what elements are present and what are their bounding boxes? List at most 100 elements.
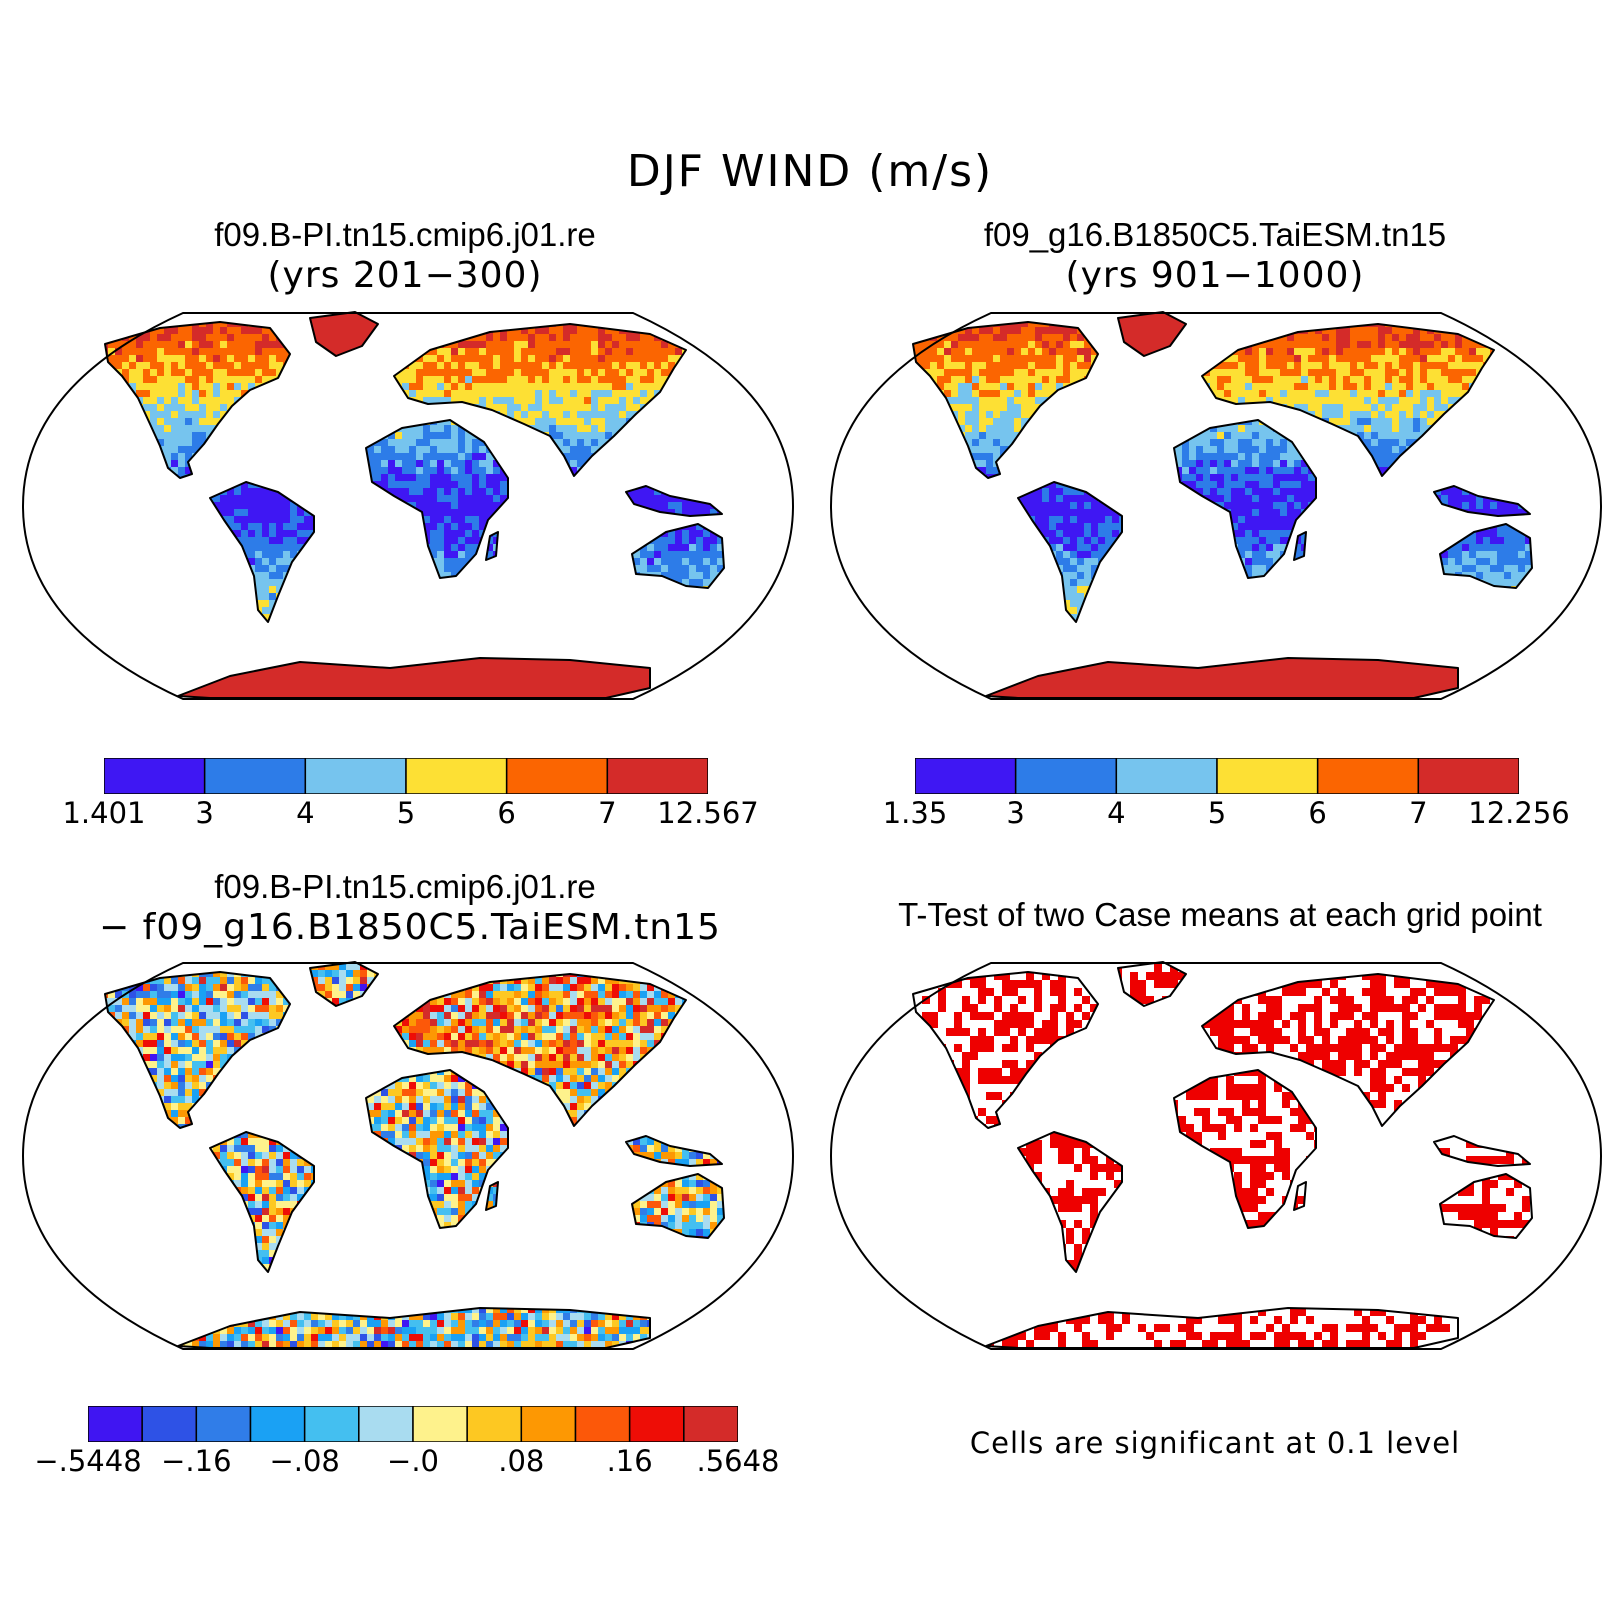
coastline-northAmerica bbox=[104, 321, 291, 479]
coastline-southAmerica bbox=[209, 481, 315, 623]
coastline-madagascar bbox=[485, 531, 499, 561]
map-svg bbox=[21, 961, 795, 1350]
coastline-seAsia bbox=[1433, 485, 1531, 517]
coastline-australia bbox=[1439, 1173, 1533, 1239]
coastline-madagascar bbox=[485, 1181, 499, 1211]
coastline-australia bbox=[631, 1173, 725, 1239]
colorbar-swatch bbox=[520, 1405, 577, 1443]
colorbar-tick-label: 6 bbox=[497, 796, 515, 830]
coastline-southAmerica bbox=[1017, 1131, 1123, 1273]
coastline-southAmerica bbox=[209, 1131, 315, 1273]
coastline-northAmerica bbox=[912, 971, 1099, 1129]
panel-4-title: T-Test of two Case means at each grid po… bbox=[830, 896, 1610, 934]
map-frame bbox=[21, 312, 795, 700]
colorbar-tick-label: −.08 bbox=[269, 1444, 339, 1478]
colorbar-swatch bbox=[358, 1405, 414, 1443]
coastline-eurasia bbox=[393, 323, 687, 477]
colorbar-tick-label: 3 bbox=[195, 796, 213, 830]
colorbar-tick-label: 1.401 bbox=[62, 796, 145, 830]
map-frame bbox=[829, 962, 1603, 1350]
colorbar-tick-label: .08 bbox=[498, 1444, 544, 1478]
coastline-northAmerica bbox=[912, 321, 1099, 479]
panel-2-colorbar bbox=[914, 757, 1520, 795]
panel-1-map bbox=[10, 306, 806, 714]
panel-2-title: f09_g16.B1850C5.TaiESM.tn15 bbox=[905, 216, 1525, 254]
panel-3-colorbar bbox=[87, 1405, 739, 1443]
colorbar-tick-label: −.0 bbox=[387, 1444, 439, 1478]
colorbar-svg bbox=[103, 757, 709, 795]
coastline-madagascar bbox=[1293, 531, 1307, 561]
colorbar-tick-label: 4 bbox=[1107, 796, 1125, 830]
colorbar-swatch bbox=[412, 1405, 468, 1443]
colorbar-svg bbox=[87, 1405, 739, 1443]
panel-3-title: f09.B-PI.tn15.cmip6.j01.re bbox=[95, 868, 715, 906]
panel-3-map bbox=[10, 956, 806, 1364]
panel-1-colorbar-labels: 1.401 3 4 5 6 7 12.567 bbox=[62, 796, 758, 836]
coastline-northAmerica bbox=[104, 971, 291, 1129]
coastline-eurasia bbox=[1201, 323, 1495, 477]
significance-note: Cells are significant at 0.1 level bbox=[905, 1426, 1525, 1460]
coastline-eurasia bbox=[1201, 973, 1495, 1127]
colorbar-swatch bbox=[195, 1405, 252, 1443]
colorbar-tick-label: 12.567 bbox=[657, 796, 758, 830]
colorbar-swatch bbox=[628, 1405, 685, 1443]
colorbar-swatch bbox=[141, 1405, 198, 1443]
figure-title: DJF WIND (m/s) bbox=[0, 146, 1620, 197]
colorbar-tick-label: −.5448 bbox=[34, 1444, 141, 1478]
colorbar-tick-label: 1.35 bbox=[883, 796, 948, 830]
map-frame bbox=[829, 312, 1603, 700]
colorbar-tick-label: −.16 bbox=[161, 1444, 231, 1478]
coastline-africa bbox=[1173, 419, 1317, 579]
colorbar-swatch bbox=[606, 757, 709, 795]
coastline-australia bbox=[631, 523, 725, 589]
map-svg bbox=[21, 311, 795, 700]
coastline-eurasia bbox=[393, 973, 687, 1127]
map-svg bbox=[829, 961, 1603, 1350]
colorbar-swatch bbox=[203, 757, 307, 795]
coastline-seAsia bbox=[625, 1135, 723, 1167]
colorbar-swatch bbox=[303, 1405, 360, 1443]
panel-1-subtitle: (yrs 201−300) bbox=[95, 255, 715, 296]
colorbar-swatch bbox=[1216, 757, 1319, 795]
panel-3-subtitle: − f09_g16.B1850C5.TaiESM.tn15 bbox=[60, 907, 760, 948]
panel-3-colorbar-labels: −.5448 −.16 −.08 −.0 .08 .16 .5648 bbox=[34, 1444, 779, 1484]
colorbar-tick-label: 6 bbox=[1308, 796, 1326, 830]
colorbar-swatch bbox=[505, 757, 609, 795]
coastline-africa bbox=[365, 419, 509, 579]
colorbar-tick-label: .5648 bbox=[696, 1444, 779, 1478]
colorbar-swatch bbox=[304, 757, 407, 795]
panel-2-subtitle: (yrs 901−1000) bbox=[905, 255, 1525, 296]
panel-2-colorbar-labels: 1.35 3 4 5 6 7 12.256 bbox=[883, 796, 1570, 836]
coastline-australia bbox=[1439, 523, 1533, 589]
map-svg bbox=[829, 311, 1603, 700]
map-frame bbox=[21, 962, 795, 1350]
colorbar-swatch bbox=[683, 1405, 739, 1443]
colorbar-tick-label: .16 bbox=[607, 1444, 653, 1478]
colorbar-swatch bbox=[466, 1405, 523, 1443]
coastline-seAsia bbox=[1433, 1135, 1531, 1167]
colorbar-swatch bbox=[1014, 757, 1118, 795]
colorbar-swatch bbox=[574, 1405, 631, 1443]
colorbar-tick-label: 7 bbox=[598, 796, 616, 830]
colorbar-tick-label: 12.256 bbox=[1468, 796, 1569, 830]
panel-1-colorbar bbox=[103, 757, 709, 795]
coastline-seAsia bbox=[625, 485, 723, 517]
colorbar-tick-label: 5 bbox=[397, 796, 415, 830]
colorbar-swatch bbox=[103, 757, 206, 795]
colorbar-swatch bbox=[249, 1405, 306, 1443]
colorbar-tick-label: 3 bbox=[1006, 796, 1024, 830]
colorbar-tick-label: 4 bbox=[296, 796, 314, 830]
colorbar-tick-label: 5 bbox=[1208, 796, 1226, 830]
coastline-southAmerica bbox=[1017, 481, 1123, 623]
panel-4-map bbox=[818, 956, 1614, 1364]
panel-2-map bbox=[818, 306, 1614, 714]
colorbar-swatch bbox=[1316, 757, 1420, 795]
colorbar-swatch bbox=[1417, 757, 1520, 795]
colorbar-swatch bbox=[914, 757, 1017, 795]
colorbar-swatch bbox=[87, 1405, 143, 1443]
colorbar-svg bbox=[914, 757, 1520, 795]
coastline-africa bbox=[1173, 1069, 1317, 1229]
coastline-madagascar bbox=[1293, 1181, 1307, 1211]
coastline-africa bbox=[365, 1069, 509, 1229]
colorbar-tick-label: 7 bbox=[1409, 796, 1427, 830]
